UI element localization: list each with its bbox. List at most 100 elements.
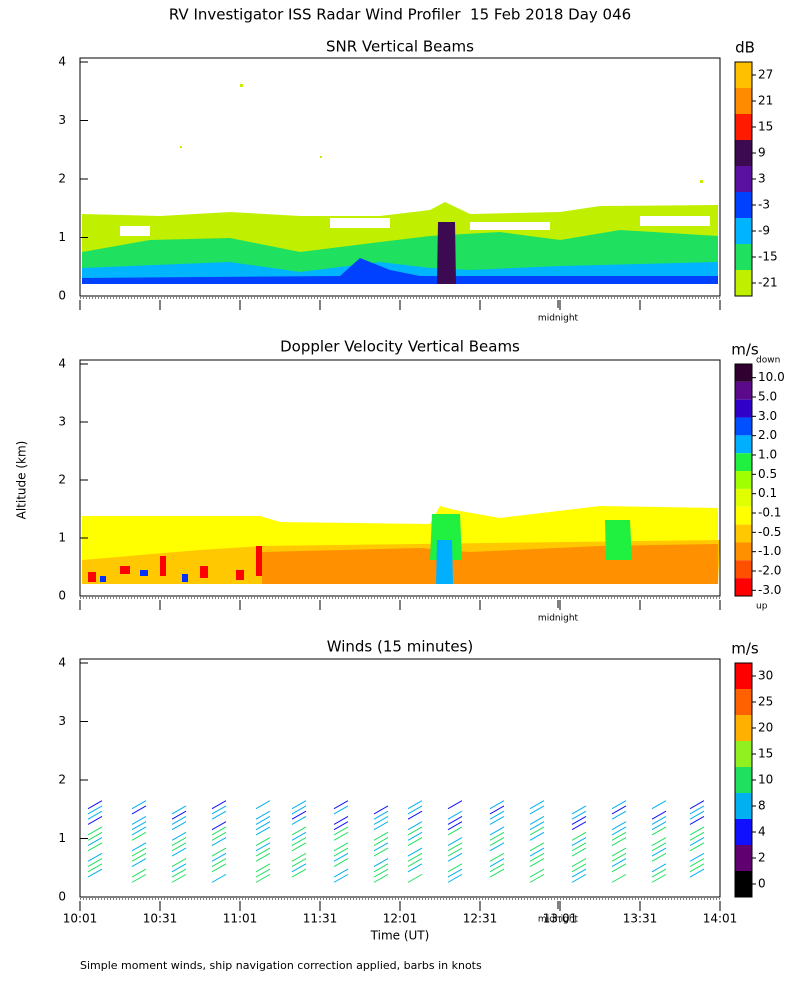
wind-barb: [211, 800, 227, 810]
wind-barb: [171, 831, 187, 841]
wind-barb: [87, 805, 103, 815]
colorbar-bin: [735, 741, 752, 767]
wind-barb: [651, 842, 667, 852]
wind-barb: [689, 805, 705, 815]
wind-barb: [171, 810, 187, 820]
y-tick-label: 0: [58, 890, 66, 904]
midnight-label: midnight: [538, 614, 579, 624]
colorbar-tick-label: 1.0: [758, 448, 777, 462]
wind-barb: [611, 831, 627, 841]
wind-barb: [373, 837, 389, 846]
wind-barb: [131, 821, 147, 831]
wind-barb: [87, 831, 103, 841]
colorbar-bin: [735, 767, 752, 793]
colorbar-label: m/s: [731, 640, 759, 658]
wind-barb: [529, 868, 545, 878]
panel-title: Doppler Velocity Vertical Beams: [280, 338, 520, 356]
wind-barb: [291, 852, 307, 862]
wind-barb: [211, 805, 227, 815]
wind-barb: [131, 852, 147, 862]
wind-barb: [651, 810, 667, 820]
wind-barb: [611, 873, 627, 883]
colorbar-tick-label: 3: [758, 172, 766, 186]
wind-barb: [489, 858, 505, 868]
wind-barb: [489, 852, 505, 862]
wind-barb: [255, 810, 271, 820]
wind-barb: [689, 810, 705, 820]
colorbar-bin: [735, 244, 752, 270]
wind-barb: [131, 800, 147, 810]
colorbar-tick-label: 30: [758, 669, 773, 683]
wind-barb: [255, 816, 271, 825]
wind-barb: [489, 816, 505, 825]
wind-barb: [131, 831, 147, 841]
colorbar-bin: [735, 663, 752, 689]
colorbar-bin: [735, 399, 752, 418]
wind-barb: [255, 821, 271, 831]
wind-barb: [529, 852, 545, 862]
x-tick-label: 11:31: [303, 912, 338, 926]
wind-barb: [211, 821, 227, 831]
wind-barb: [171, 821, 187, 831]
y-axis-label: Altitude (km): [15, 441, 29, 520]
colorbar-tick-label: -21: [758, 276, 778, 290]
wind-barb: [689, 800, 705, 810]
colorbar-bin: [735, 114, 752, 140]
wind-barb: [689, 852, 705, 862]
wind-barb: [373, 805, 389, 815]
colorbar-bin: [735, 364, 752, 382]
wind-barb: [529, 821, 545, 831]
wind-barb: [373, 847, 389, 857]
wind-barb: [87, 826, 103, 836]
wind-barb: [171, 858, 187, 868]
wind-barb: [489, 868, 505, 878]
wind-barb: [651, 837, 667, 846]
wind-barb: [87, 816, 103, 825]
colorbar-bin: [735, 793, 752, 819]
wind-barb: [255, 863, 271, 873]
colorbar-tick-label: 25: [758, 695, 773, 709]
colorbar-bin: [735, 506, 752, 525]
wind-barb: [291, 826, 307, 836]
wind-barb: [651, 863, 667, 873]
x-tick-label: 11:01: [223, 912, 258, 926]
wind-barb: [407, 826, 423, 836]
footnote: Simple moment winds, ship navigation cor…: [80, 959, 482, 972]
wind-barb: [611, 847, 627, 857]
wind-barb: [689, 837, 705, 846]
colorbar-bin: [735, 381, 752, 400]
colorbar-bin: [735, 218, 752, 244]
wind-barb: [529, 842, 545, 852]
wind-barb: [529, 816, 545, 825]
wind-barb: [333, 852, 349, 862]
colorbar-tick-label: -0.1: [758, 506, 781, 520]
x-tick-label: 10:31: [143, 912, 178, 926]
colorbar-label: dB: [735, 39, 755, 57]
wind-barb: [447, 842, 463, 852]
wind-barb: [291, 842, 307, 852]
colorbar-tick-label: 15: [758, 747, 773, 761]
wind-barb: [571, 810, 587, 820]
colorbar-tick-label: 10.0: [758, 370, 785, 384]
wind-barb: [571, 858, 587, 868]
wind-barb: [211, 837, 227, 846]
wind-barb: [489, 831, 505, 841]
wind-barb: [489, 810, 505, 820]
wind-barb: [571, 868, 587, 878]
colorbar-bin: [735, 542, 752, 561]
wind-barb: [87, 868, 103, 878]
wind-barb: [211, 863, 227, 873]
wind-barb: [373, 842, 389, 852]
wind-barb: [689, 816, 705, 825]
wind-barb: [571, 873, 587, 883]
colorbar-bin: [735, 270, 752, 296]
snr-field: [82, 84, 718, 284]
colorbar-frame: [734, 363, 753, 597]
wind-barb: [611, 821, 627, 831]
wind-barb: [689, 868, 705, 878]
wind-barb: [611, 805, 627, 815]
wind-barb: [407, 837, 423, 846]
wind-barb: [529, 847, 545, 857]
y-tick-label: 4: [58, 357, 66, 371]
colorbar-tick-label: -3.0: [758, 583, 781, 597]
